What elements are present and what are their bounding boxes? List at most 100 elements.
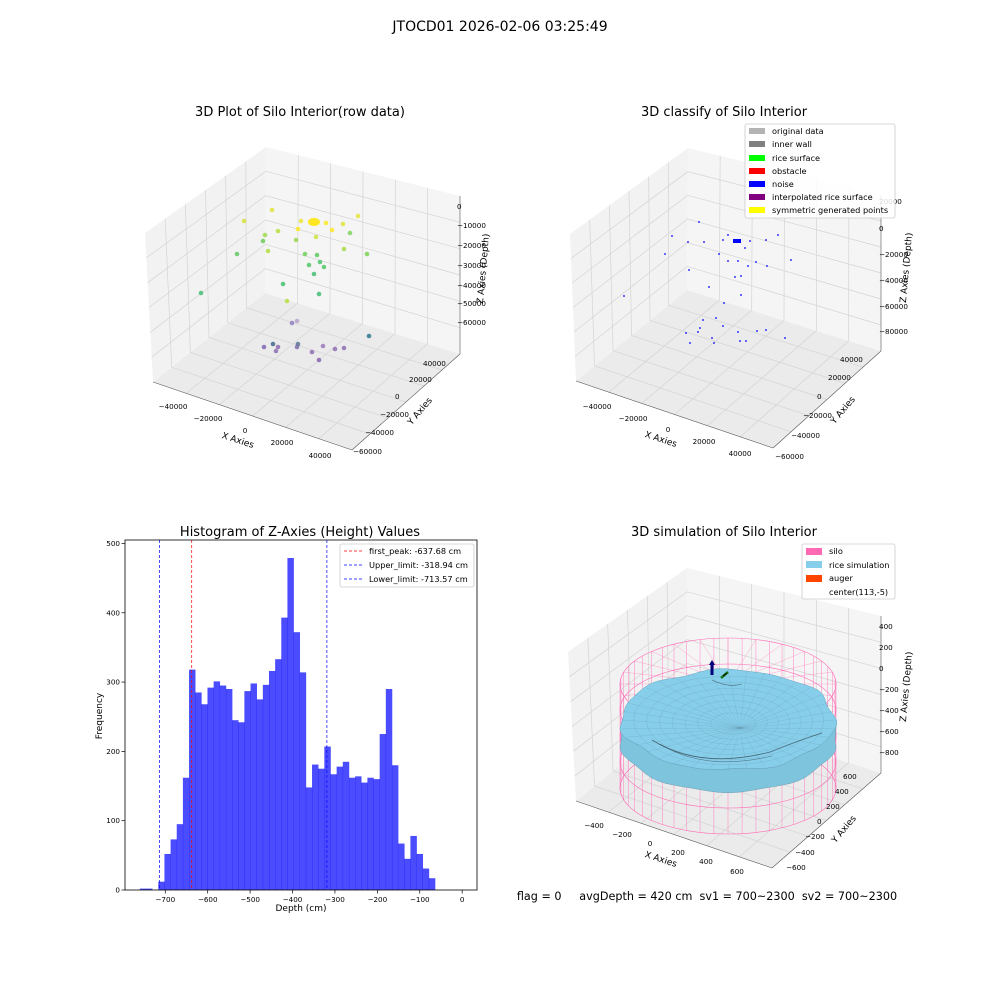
rice-mesh-spoke — [622, 711, 741, 729]
histogram-bar — [287, 558, 294, 890]
simulation-z-ticks: 400 200 0 −200 −400 −600 −800 — [879, 622, 899, 757]
rice-mesh-spoke — [739, 711, 834, 729]
raw-data-point — [311, 271, 317, 277]
noise-point — [740, 275, 742, 277]
histogram-bar — [355, 776, 362, 890]
histogram-x-tick-label: 0 — [460, 895, 465, 904]
classify-y-tick: −20000 — [803, 411, 832, 420]
histogram-bar — [342, 761, 350, 890]
simulation-y-tick: 400 — [835, 787, 849, 796]
rice-mesh-spoke — [709, 670, 741, 729]
legend-swatch-symmetric-generated-points — [749, 207, 765, 213]
classify-panel-title: 3D classify of Silo Interior — [641, 105, 808, 120]
rice-mesh-spoke — [659, 681, 741, 729]
raw-data-point — [293, 237, 299, 243]
rice-mesh-spoke — [739, 694, 821, 729]
noise-point — [777, 234, 779, 236]
raw-data-cluster — [308, 218, 320, 226]
histogram-bar — [250, 683, 257, 890]
simulation-z-tick: −800 — [879, 748, 899, 757]
classify-y-axis-label: Y Axies — [829, 395, 858, 427]
histogram-bar — [219, 685, 227, 890]
histogram-bar — [225, 689, 233, 890]
rice-mesh-spoke — [620, 719, 741, 729]
noise-point — [703, 241, 705, 243]
histogram-title: Histogram of Z-Axies (Height) Values — [180, 525, 420, 540]
simulation-panel-title: 3D simulation of Silo Interior — [631, 525, 818, 540]
noise-point — [727, 234, 729, 236]
classify-z-tick: −40000 — [879, 276, 908, 285]
rice-mesh-spoke — [691, 672, 741, 729]
raw-z-tick: −10000 — [457, 221, 486, 230]
raw-data-point — [280, 281, 286, 287]
raw-x-tick: 20000 — [271, 438, 294, 447]
raw-data-point — [262, 232, 268, 238]
legend-label-center: center(113,-5) — [829, 587, 888, 597]
raw-data-point — [294, 344, 300, 350]
legend-label-inner-wall: inner wall — [772, 139, 812, 149]
histogram-bar — [170, 839, 178, 890]
classify-x-tick: −40000 — [583, 402, 612, 411]
raw-z-tick: −40000 — [457, 281, 486, 290]
raw-data-point — [316, 357, 322, 363]
gridline — [739, 187, 850, 438]
rice-depression-curve — [659, 743, 773, 763]
noise-point — [766, 265, 768, 267]
x-axis-line — [575, 800, 773, 869]
raw-x-tick: 0 — [243, 426, 248, 435]
rice-mesh-spoke — [739, 727, 782, 764]
simulation-z-tick: 0 — [879, 664, 884, 673]
raw-x-ticks: −40000 −20000 0 20000 40000 — [159, 402, 332, 460]
raw-data-point — [317, 259, 323, 265]
simulation-x-tick: 0 — [648, 839, 653, 848]
rice-mesh-spoke — [627, 702, 741, 729]
histogram-legend: first_peak: -637.68 cm Upper_limit: -318… — [339, 543, 475, 588]
noise-point — [699, 327, 701, 329]
raw-data-point — [270, 341, 276, 347]
histogram-bar — [182, 777, 190, 890]
auger — [709, 660, 729, 679]
raw-x-tick: −40000 — [159, 402, 188, 411]
noise-point — [727, 260, 729, 262]
raw-data-point — [269, 207, 275, 213]
classify-z-tick: −80000 — [879, 327, 908, 336]
raw-data-point — [323, 220, 329, 226]
noise-point — [739, 340, 741, 342]
noise-point — [744, 247, 746, 249]
gridline — [146, 170, 461, 259]
noise-point-cluster — [733, 239, 741, 243]
raw-data-point — [316, 291, 322, 297]
histogram-bar — [293, 632, 301, 890]
rice-mesh-spoke — [739, 727, 821, 746]
simulation-z-tick: −200 — [879, 685, 899, 694]
simulation-y-ticks: 600 400 200 0 −200 −400 −600 — [786, 772, 857, 872]
histogram-x-tick-label: −500 — [240, 895, 260, 904]
raw-data-point — [241, 218, 247, 224]
noise-point — [745, 340, 747, 342]
legend-label-symmetric-generated-points: symmetric generated points — [772, 205, 888, 215]
rice-mesh-spoke — [739, 719, 836, 729]
histogram-bar — [348, 777, 356, 890]
noise-point — [697, 331, 699, 333]
simulation-x-tick: 400 — [699, 857, 713, 866]
noise-point — [723, 302, 725, 304]
noise-point — [756, 330, 758, 332]
raw-data-point — [313, 234, 319, 240]
rice-mesh-spoke — [739, 727, 797, 759]
legend-label-lower-limit: Lower_limit: -713.57 cm — [369, 574, 468, 584]
rice-mesh-spoke — [645, 687, 741, 729]
raw-data-point — [364, 251, 370, 257]
noise-point — [790, 259, 792, 261]
gridline — [569, 591, 882, 678]
simulation-y-tick: −400 — [795, 848, 815, 857]
classify-y-tick: 20000 — [828, 373, 851, 382]
histogram-bar — [201, 704, 208, 890]
noise-point — [698, 221, 700, 223]
rice-mesh-spoke — [659, 727, 741, 759]
raw-data-point — [340, 221, 346, 227]
raw-y-tick: 20000 — [409, 375, 432, 384]
histogram-bar — [361, 782, 368, 890]
noise-point — [688, 269, 690, 271]
legend-swatch-inner-wall — [749, 141, 765, 147]
